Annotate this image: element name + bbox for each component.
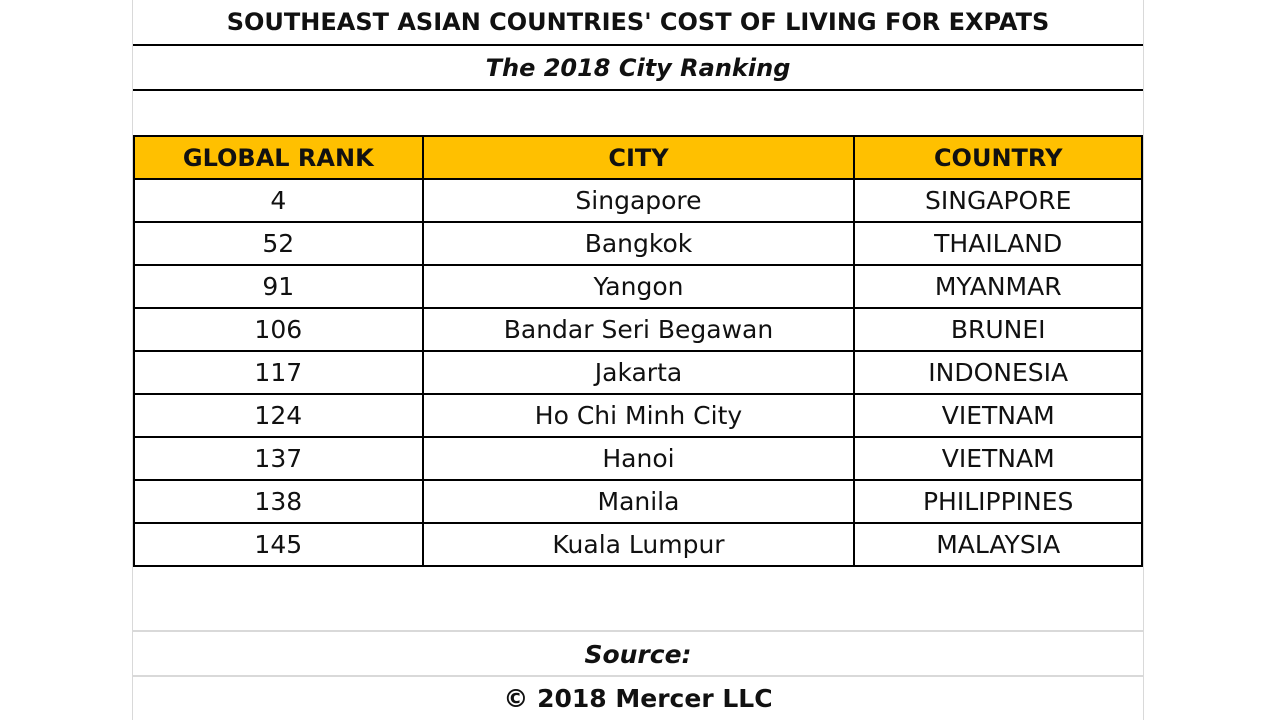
city-cell: Jakarta xyxy=(421,350,856,395)
source-label: Source: xyxy=(584,639,692,669)
city-cell: Bandar Seri Begawan xyxy=(421,307,856,352)
country-cell: MYANMAR xyxy=(853,264,1143,309)
header-global-rank: GLOBAL RANK xyxy=(133,135,424,180)
blank-row xyxy=(133,91,1143,135)
country-cell: VIETNAM xyxy=(853,393,1143,438)
copyright-text: © 2018 Mercer LLC xyxy=(503,683,773,713)
rank-cell: 145 xyxy=(133,522,424,567)
rank-cell: 124 xyxy=(133,393,424,438)
table-row: 137 Hanoi VIETNAM xyxy=(133,436,1143,481)
rank-cell: 52 xyxy=(133,221,424,266)
table-row: 124 Ho Chi Minh City VIETNAM xyxy=(133,393,1143,438)
country-cell: VIETNAM xyxy=(853,436,1143,481)
country-cell: THAILAND xyxy=(853,221,1143,266)
rank-cell: 117 xyxy=(133,350,424,395)
country-cell: INDONESIA xyxy=(853,350,1143,395)
page-subtitle: The 2018 City Ranking xyxy=(133,46,1143,91)
rank-cell: 91 xyxy=(133,264,424,309)
country-cell: PHILIPPINES xyxy=(853,479,1143,524)
city-cell: Yangon xyxy=(421,264,856,309)
country-cell: MALAYSIA xyxy=(853,522,1143,567)
table-row: 4 Singapore SINGAPORE xyxy=(133,178,1143,223)
table-row: 91 Yangon MYANMAR xyxy=(133,264,1143,309)
spreadsheet-sheet: SOUTHEAST ASIAN COUNTRIES' COST OF LIVIN… xyxy=(132,0,1144,720)
page-title: SOUTHEAST ASIAN COUNTRIES' COST OF LIVIN… xyxy=(133,0,1143,46)
header-city: CITY xyxy=(421,135,856,180)
rank-cell: 4 xyxy=(133,178,424,223)
city-cell: Bangkok xyxy=(421,221,856,266)
table-row: 117 Jakarta INDONESIA xyxy=(133,350,1143,395)
rank-cell: 106 xyxy=(133,307,424,352)
country-cell: BRUNEI xyxy=(853,307,1143,352)
table-row: 52 Bangkok THAILAND xyxy=(133,221,1143,266)
header-country: COUNTRY xyxy=(853,135,1143,180)
rank-cell: 138 xyxy=(133,479,424,524)
table-row: 106 Bandar Seri Begawan BRUNEI xyxy=(133,307,1143,352)
rank-cell: 137 xyxy=(133,436,424,481)
grid-divider xyxy=(133,630,1143,632)
table-row: 145 Kuala Lumpur MALAYSIA xyxy=(133,522,1143,567)
city-cell: Ho Chi Minh City xyxy=(421,393,856,438)
table-header-row: GLOBAL RANK CITY COUNTRY xyxy=(133,135,1143,180)
city-cell: Singapore xyxy=(421,178,856,223)
grid-divider xyxy=(133,675,1143,677)
city-cell: Manila xyxy=(421,479,856,524)
table-row: 138 Manila PHILIPPINES xyxy=(133,479,1143,524)
city-cell: Hanoi xyxy=(421,436,856,481)
country-cell: SINGAPORE xyxy=(853,178,1143,223)
ranking-table: GLOBAL RANK CITY COUNTRY 4 Singapore SIN… xyxy=(133,135,1143,567)
city-cell: Kuala Lumpur xyxy=(421,522,856,567)
